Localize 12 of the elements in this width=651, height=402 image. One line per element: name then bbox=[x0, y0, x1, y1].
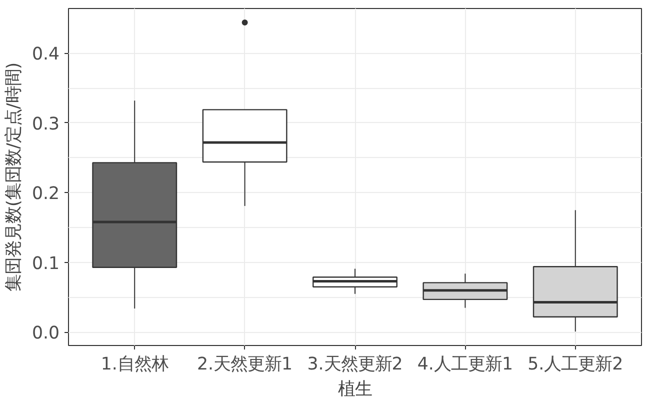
x-tick-label: 4.人工更新1 bbox=[417, 354, 513, 374]
x-tick-label: 3.天然更新2 bbox=[307, 354, 403, 374]
x-tick-label: 2.天然更新1 bbox=[197, 354, 293, 374]
y-axis-title: 集団発見数(集団数/定点/時間) bbox=[4, 62, 24, 292]
y-tick-label: 0.4 bbox=[32, 44, 60, 65]
x-axis-title: 植生 bbox=[338, 380, 372, 400]
y-tick-label: 0.1 bbox=[32, 254, 60, 274]
x-tick-label: 5.人工更新2 bbox=[528, 354, 624, 374]
x-tick-label: 1.自然林 bbox=[100, 354, 168, 374]
y-tick-label: 0.3 bbox=[32, 114, 60, 134]
y-tick-label: 0.0 bbox=[32, 324, 60, 344]
y-tick-label: 0.2 bbox=[32, 184, 60, 204]
